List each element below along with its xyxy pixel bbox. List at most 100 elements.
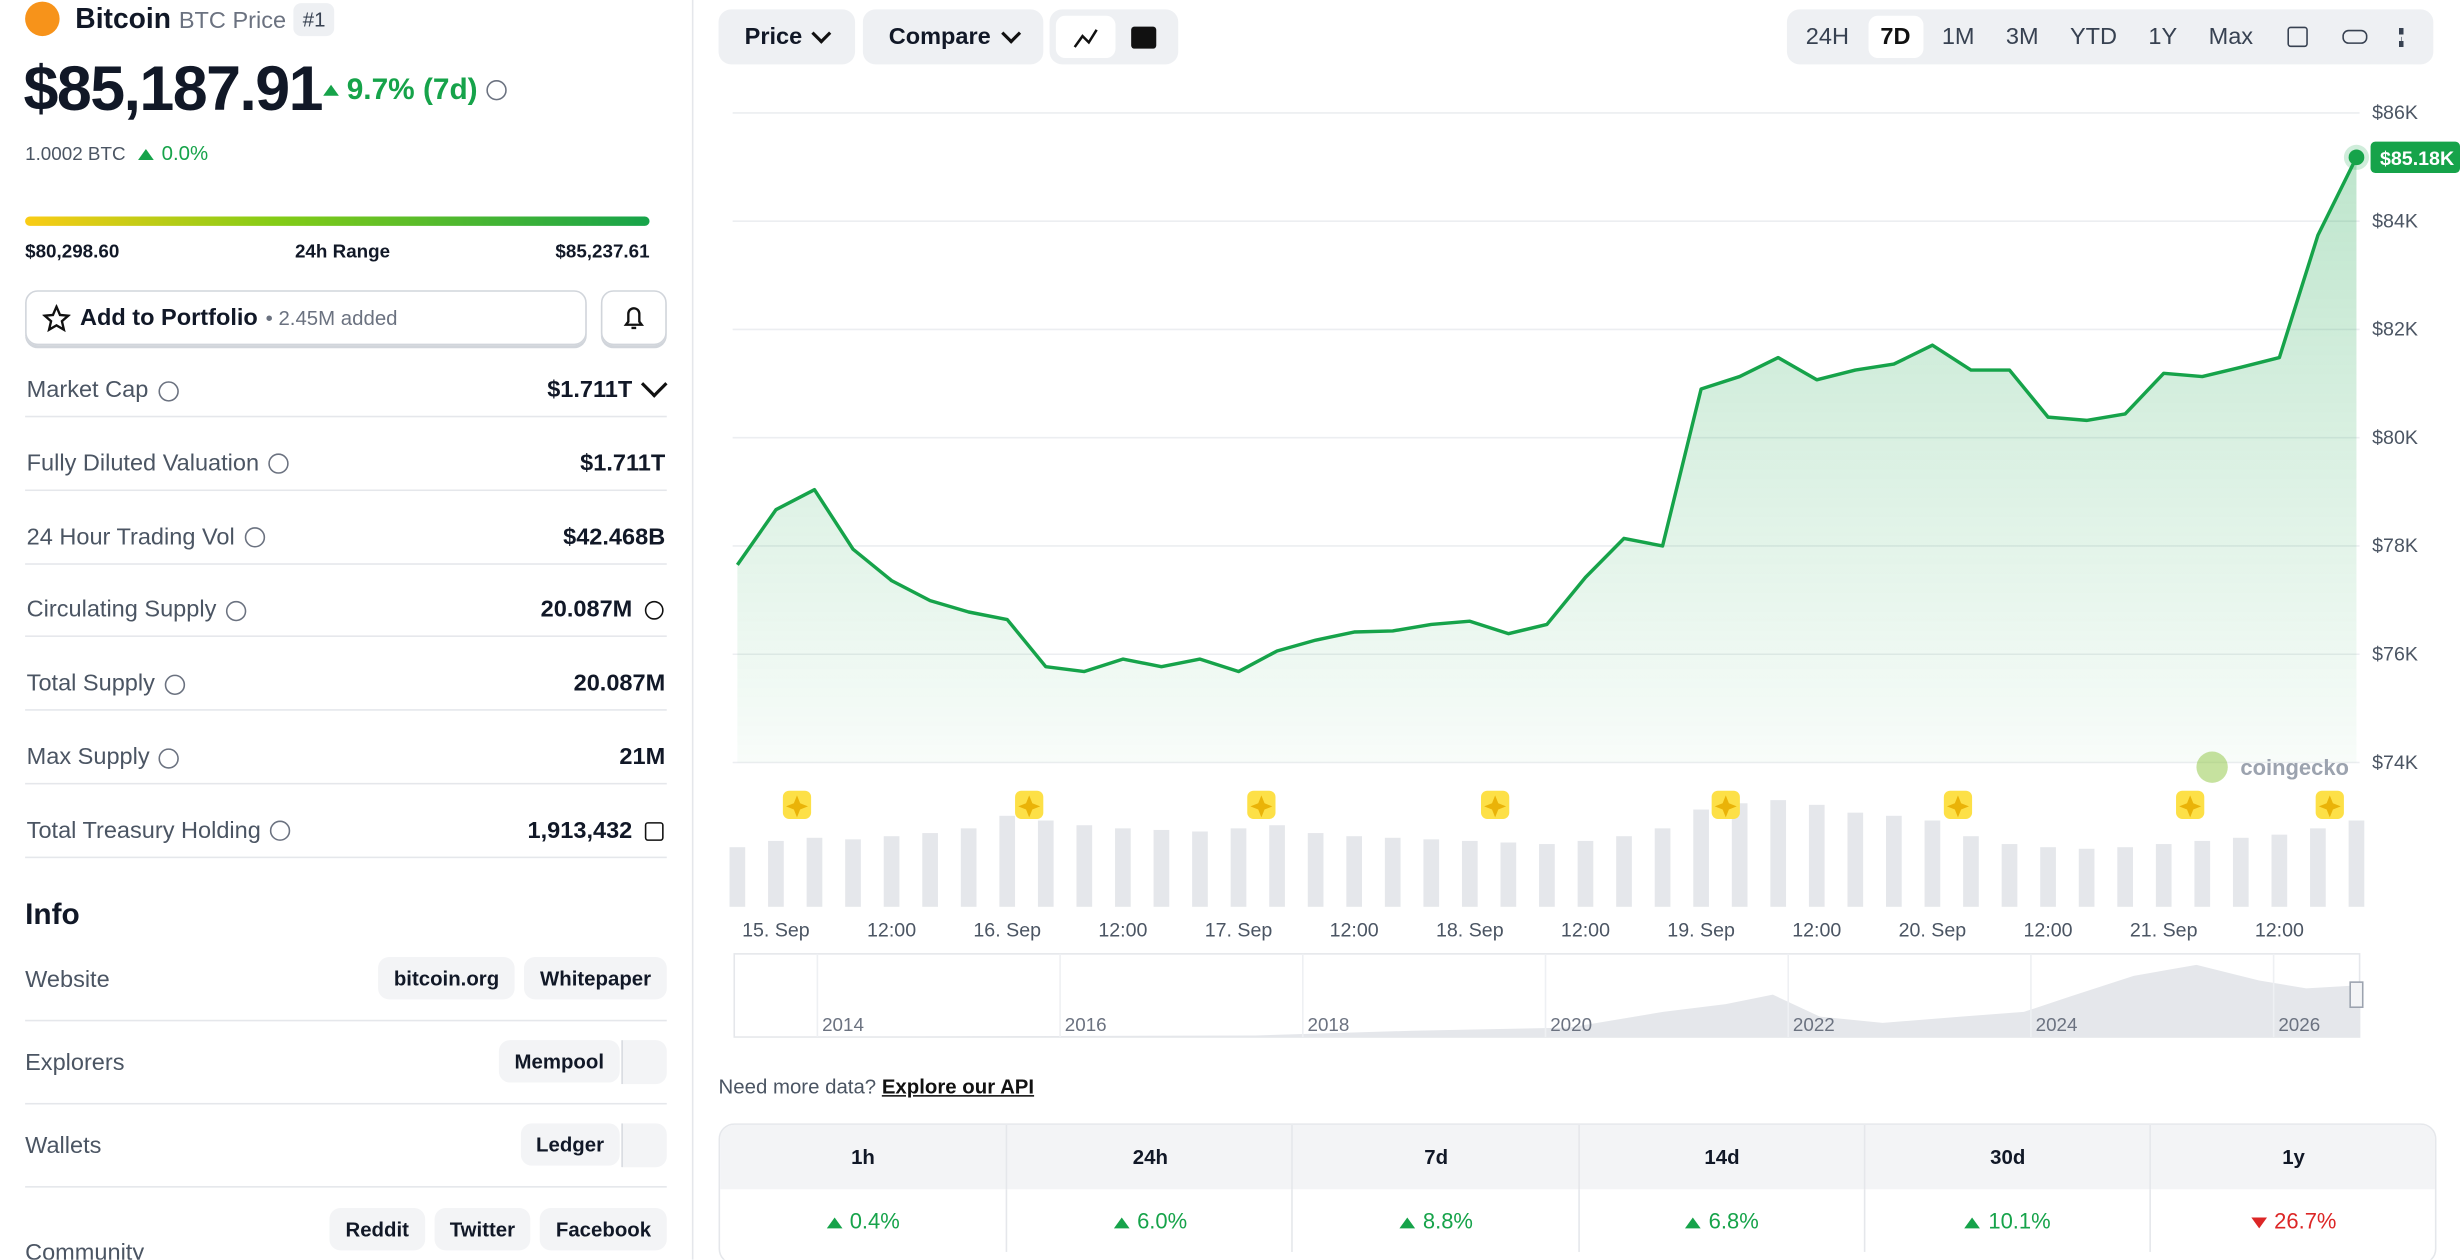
event-star xyxy=(2318,795,2341,818)
last-price-label: $85.18K xyxy=(2380,148,2454,170)
volume-bar xyxy=(999,815,1016,907)
volume-bar xyxy=(2078,848,2095,907)
volume-bar xyxy=(1731,803,1748,907)
link-pill[interactable]: Whitepaper xyxy=(524,957,667,1000)
link-pill[interactable]: Twitter xyxy=(434,1208,531,1251)
y-tick-label: $86K xyxy=(2372,102,2418,124)
perf-arrow xyxy=(1685,1217,1701,1229)
stat-label: Circulating Supply xyxy=(27,597,247,623)
link-pill[interactable]: bitcoin.org xyxy=(378,957,515,1000)
range-button[interactable]: 7D xyxy=(1867,15,1924,59)
link-pill[interactable]: Mempool xyxy=(498,1040,620,1083)
line-icon xyxy=(1073,28,1098,48)
star-icon xyxy=(42,303,71,332)
volume-bar xyxy=(806,837,823,907)
link-pill[interactable]: Facebook xyxy=(540,1208,667,1251)
info-row: Website bitcoin.org Whitepaper xyxy=(25,954,667,1022)
link-pill[interactable]: Ledger xyxy=(520,1123,620,1166)
perf-value: 0.4% xyxy=(720,1189,1006,1252)
btc-amount: 1.0002 BTC xyxy=(25,142,126,165)
range-button[interactable]: 1M xyxy=(1941,23,1975,51)
volume-bar xyxy=(1192,831,1208,907)
calendar-button[interactable] xyxy=(2287,26,2308,48)
volume-bar xyxy=(1886,815,1902,907)
price-change-text: 9.7% (7d) xyxy=(346,73,478,107)
price-line xyxy=(735,156,2359,674)
info-row: Explorers Mempool xyxy=(25,1037,667,1105)
perf-value-text: 26.7% xyxy=(2274,1208,2337,1234)
info-label: Community xyxy=(25,1239,145,1260)
coin-subtitle: BTC Price xyxy=(178,7,287,35)
perf-header: 30d xyxy=(1863,1124,2151,1190)
line-chart-button[interactable] xyxy=(1055,15,1116,59)
alert-button[interactable] xyxy=(600,290,667,346)
volume-bar xyxy=(1770,800,1787,907)
perf-value-text: 10.1% xyxy=(1988,1208,2051,1234)
stat-label: Fully Diluted Valuation xyxy=(27,450,289,477)
link-pill[interactable]: Reddit xyxy=(329,1208,425,1251)
navigator-year: 2022 xyxy=(1793,1014,1835,1035)
volume-bar xyxy=(1115,828,1131,907)
add-portfolio-button[interactable]: Add to Portfolio • 2.45M added xyxy=(25,290,587,346)
event-star xyxy=(1018,795,1041,818)
coin-name: Bitcoin xyxy=(75,3,172,35)
volume-bar xyxy=(1461,840,1478,907)
coin-icon xyxy=(25,1,60,37)
stat-row: 24 Hour Trading Vol $42.468B xyxy=(25,512,667,565)
volume-bar xyxy=(922,833,938,907)
link-dropdown[interactable] xyxy=(621,1040,667,1085)
perf-arrow xyxy=(1399,1217,1416,1229)
api-link[interactable]: Explore our API xyxy=(881,1074,1035,1099)
y-tick-label: $84K xyxy=(2372,210,2418,232)
stat-value: $42.468B xyxy=(563,523,666,551)
price-dropdown[interactable]: Price xyxy=(718,9,856,65)
perf-value-text: 6.8% xyxy=(1708,1208,1759,1234)
btc-change-text: 0.0% xyxy=(161,141,209,165)
compare-dropdown[interactable]: Compare xyxy=(862,9,1044,65)
info-icon xyxy=(159,747,180,769)
link-dropdown[interactable] xyxy=(621,1123,667,1168)
info-icon xyxy=(164,674,185,695)
range-selector: 24H 7D 1M 3M YTD 1Y Max xyxy=(1786,9,2434,65)
more-button[interactable] xyxy=(2398,27,2408,47)
info-icon xyxy=(225,600,247,622)
range-button[interactable]: YTD xyxy=(2069,23,2118,51)
api-question: Need more data? xyxy=(718,1074,877,1099)
navigator-handle[interactable] xyxy=(2349,981,2364,1009)
range-button[interactable]: 3M xyxy=(2005,23,2039,51)
stat-label: 24 Hour Trading Vol xyxy=(27,523,265,550)
price-change: 9.7% (7d) xyxy=(323,73,508,109)
info-icon xyxy=(157,380,179,401)
stat-row: Circulating Supply 20.087M xyxy=(25,586,667,638)
volume-bar xyxy=(1384,837,1401,907)
performance-table: 1h 0.4% 24h 6.0% 7d 8.8% 14d 6.8% 30d 10.1% 1y 26.7… xyxy=(718,1123,2437,1260)
x-tick-label: 12:00 xyxy=(2024,920,2073,942)
stat-label: Market Cap xyxy=(27,377,179,403)
stat-label-text: 24 Hour Trading Vol xyxy=(26,523,235,551)
volume-bar xyxy=(960,828,977,907)
range-button[interactable]: 1Y xyxy=(2148,23,2178,51)
volume-bar xyxy=(883,836,900,907)
tradingview-button[interactable] xyxy=(1131,25,1157,48)
navigator-year: 2026 xyxy=(2278,1014,2320,1035)
link-button[interactable] xyxy=(2342,29,2368,44)
navigator-year: 2016 xyxy=(1065,1014,1107,1035)
last-point xyxy=(2348,149,2365,166)
range-button[interactable]: Max xyxy=(2208,23,2254,51)
x-tick-label: 20. Sep xyxy=(1899,920,1967,942)
event-star xyxy=(1484,795,1507,818)
volume-bar xyxy=(2001,844,2018,907)
x-tick-label: 21. Sep xyxy=(2130,920,2198,942)
range-button[interactable]: 24H xyxy=(1805,23,1849,51)
volume-bar xyxy=(2232,837,2249,907)
volume-bar xyxy=(1847,812,1864,907)
stat-row: Total Supply 20.087M xyxy=(25,659,667,711)
coin-panel: Bitcoin BTC Price #1 $85,187.91 9.7% (7d… xyxy=(0,0,694,1260)
stat-label-text: Max Supply xyxy=(26,743,150,771)
x-tick-label: 12:00 xyxy=(867,920,916,942)
bell-icon xyxy=(623,307,645,330)
volume-bar xyxy=(1616,836,1632,907)
stat-icon xyxy=(644,821,664,841)
info-row: Community Reddit Twitter Facebook xyxy=(25,1205,667,1260)
